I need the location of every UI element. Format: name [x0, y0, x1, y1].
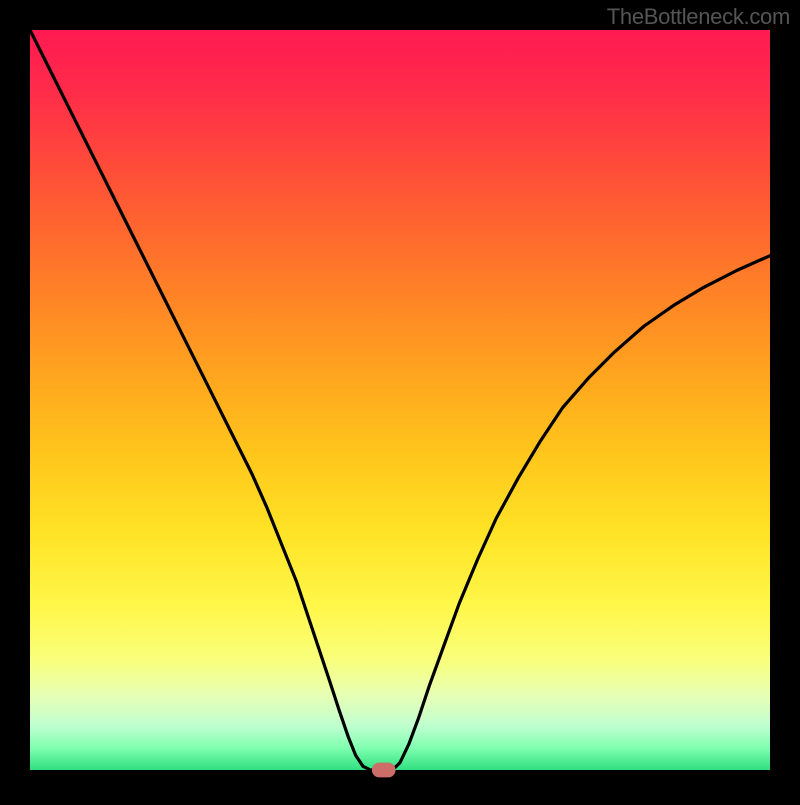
plot-background	[30, 30, 770, 770]
chart-svg	[0, 0, 800, 800]
watermark-text: TheBottleneck.com	[607, 4, 790, 30]
bottleneck-chart: TheBottleneck.com	[0, 0, 800, 800]
optimum-marker	[372, 763, 396, 778]
